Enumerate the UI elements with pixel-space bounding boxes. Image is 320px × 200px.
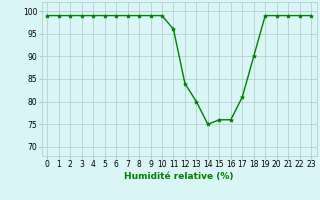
X-axis label: Humidité relative (%): Humidité relative (%): [124, 172, 234, 181]
